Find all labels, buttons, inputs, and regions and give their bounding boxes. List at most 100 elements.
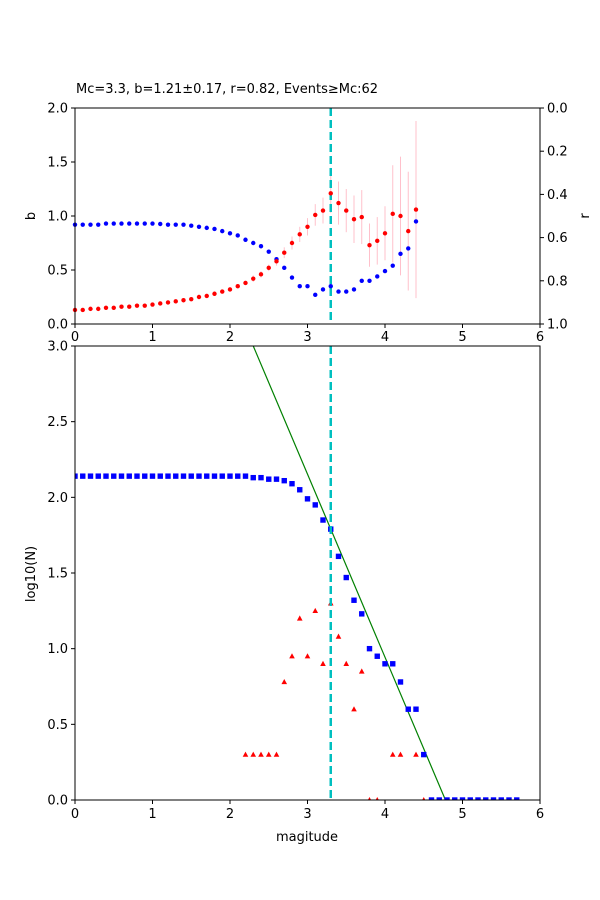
- r-point: [406, 246, 411, 251]
- r-point: [158, 221, 163, 227]
- b-point: [258, 272, 264, 277]
- cumulative-point: [157, 473, 163, 479]
- bottom-plot-frame: [74, 345, 541, 801]
- noncumulative-point: [304, 653, 311, 659]
- r-point: [251, 240, 256, 246]
- cumulative-point: [142, 473, 148, 479]
- r-point: [212, 226, 217, 232]
- bottom-x-tick-label: 4: [381, 807, 389, 822]
- b-point: [189, 296, 194, 302]
- bottom-y-axis-label: log10(N): [24, 546, 39, 602]
- cumulative-point: [289, 481, 295, 487]
- top-y-right-tick-label: 0.6: [547, 231, 568, 246]
- top-x-tick-label: 0: [71, 330, 79, 345]
- noncumulative-point: [289, 653, 295, 659]
- cumulative-point: [397, 679, 404, 685]
- bottom-y-tick-label: 2.0: [47, 491, 68, 506]
- top-y-tick-label: 2.0: [47, 102, 68, 117]
- b-point: [150, 302, 155, 307]
- b-point: [127, 304, 132, 309]
- bottom-y-tick-label: 1.5: [47, 567, 68, 582]
- cumulative-point: [235, 473, 241, 479]
- r-point: [119, 221, 124, 226]
- r-point: [367, 278, 372, 283]
- top-y-tick-label: 1.5: [47, 156, 68, 171]
- r-point: [266, 249, 271, 254]
- r-point: [336, 289, 341, 294]
- cumulative-point: [219, 473, 225, 479]
- cumulative-point: [312, 502, 318, 508]
- cumulative-point: [467, 797, 473, 800]
- bottom-x-axis-label: magitude: [276, 830, 338, 845]
- b-point: [313, 212, 318, 218]
- cumulative-point: [118, 473, 125, 479]
- cumulative-point: [134, 473, 140, 479]
- cumulative-point: [250, 474, 256, 481]
- b-point: [375, 238, 380, 244]
- b-point: [305, 224, 310, 229]
- top-y-right-tick-label: 0.8: [547, 274, 568, 289]
- r-point: [359, 278, 364, 283]
- b-point: [289, 240, 295, 246]
- top-x-tick-label: 5: [458, 330, 466, 345]
- noncumulative-point: [367, 797, 372, 800]
- b-point: [251, 276, 256, 281]
- cumulative-point: [211, 473, 218, 479]
- b-point: [196, 294, 202, 300]
- b-point: [80, 307, 85, 313]
- top-x-tick-label: 1: [148, 330, 156, 345]
- noncumulative-point: [343, 660, 350, 666]
- noncumulative-point: [389, 751, 396, 757]
- bottom-x-tick-label: 5: [458, 807, 466, 822]
- cumulative-point: [359, 611, 365, 617]
- bottom-y-tick-label: 0.0: [47, 794, 68, 809]
- r-point: [165, 222, 171, 227]
- b-point: [165, 300, 171, 305]
- top-y-tick-label: 0.5: [47, 264, 68, 279]
- b-point: [390, 211, 395, 217]
- b-point: [227, 287, 233, 292]
- bottom-y-tick-label: 2.5: [47, 415, 68, 430]
- b-point: [344, 208, 349, 213]
- r-point: [181, 222, 186, 227]
- cumulative-point: [421, 751, 427, 758]
- noncumulative-point: [320, 660, 326, 666]
- cumulative-point: [444, 797, 450, 800]
- cumulative-point: [390, 661, 396, 667]
- noncumulative-point: [397, 751, 404, 757]
- b-point: [336, 200, 341, 206]
- cumulative-point: [374, 653, 380, 659]
- r-point: [88, 222, 93, 227]
- cumulative-point: [188, 473, 194, 479]
- r-point: [328, 284, 333, 289]
- cumulative-point: [180, 473, 187, 479]
- b-point: [282, 250, 287, 255]
- r-point: [189, 223, 194, 228]
- b-point: [328, 191, 333, 196]
- top-chart-title: Mc=3.3, b=1.21±0.17, r=0.82, Events≥Mc:6…: [76, 82, 378, 97]
- noncumulative-point: [375, 797, 379, 800]
- b-point: [243, 280, 248, 286]
- b-point: [220, 289, 225, 294]
- r-point: [80, 222, 85, 227]
- r-point: [282, 265, 287, 271]
- cumulative-point: [413, 706, 419, 712]
- b-point: [413, 207, 419, 212]
- bottom-x-tick-label: 0: [71, 807, 79, 822]
- cumulative-point: [459, 797, 466, 800]
- r-point: [351, 287, 357, 292]
- top-x-tick-label: 3: [303, 330, 311, 345]
- cumulative-point: [452, 797, 458, 800]
- top-x-tick-label: 6: [536, 330, 544, 345]
- b-point: [320, 208, 326, 213]
- r-point: [196, 224, 202, 229]
- top-y-right-tick-label: 0.0: [547, 102, 568, 117]
- noncumulative-point: [351, 706, 357, 712]
- r-point: [142, 221, 147, 226]
- cumulative-point: [514, 797, 520, 800]
- bottom-x-tick-label: 1: [148, 807, 156, 822]
- r-point: [150, 221, 155, 226]
- noncumulative-point: [281, 678, 288, 685]
- r-point: [320, 287, 326, 292]
